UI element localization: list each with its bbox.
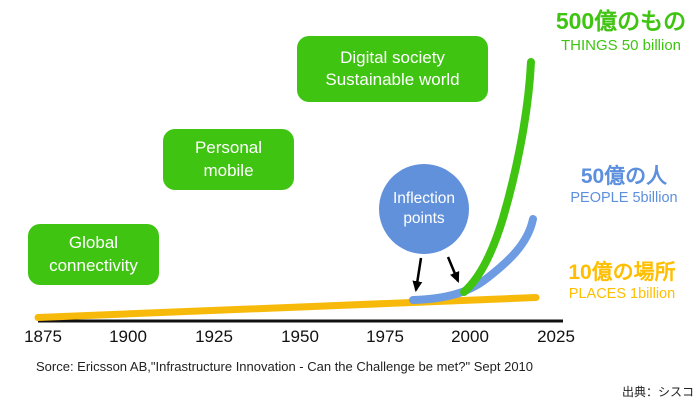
people-label-en: PEOPLE 5billion xyxy=(570,190,678,207)
series-label-things: 500億のもの THINGS 50 billion xyxy=(543,8,699,55)
source-citation: Sorce: Ericsson AB,"Infrastructure Innov… xyxy=(36,359,534,374)
places-label-jp: 10億の場所 xyxy=(568,261,676,284)
credit-cisco: 出典：シスコ xyxy=(621,385,694,399)
stage-box-digital-society: Digital society Sustainable world xyxy=(297,36,488,102)
axis-tick-1975: 1975 xyxy=(366,327,404,346)
axis-tick-1900: 1900 xyxy=(109,327,147,346)
people-label-jp: 50億の人 xyxy=(580,165,668,188)
stage-box-personal-line1: Personal xyxy=(194,138,263,158)
stage-box-personal-line2: mobile xyxy=(203,160,254,180)
inflection-arrow-right xyxy=(446,256,460,284)
axis-tick-2025: 2025 xyxy=(537,327,575,346)
people-curve xyxy=(409,215,537,304)
things-curve xyxy=(460,58,535,296)
things-label-en: THINGS 50 billion xyxy=(560,36,682,54)
axis-tick-1950: 1950 xyxy=(281,327,319,346)
axis-tick-1925: 1925 xyxy=(195,327,233,346)
things-label-jp: 500億のもの xyxy=(555,8,687,34)
inflection-line1: Inflection xyxy=(392,189,456,207)
series-label-places: 10億の場所 PLACES 1billion xyxy=(546,260,698,304)
stage-box-global-connectivity: Global connectivity xyxy=(28,224,159,285)
stage-box-digital-line1: Digital society xyxy=(340,47,445,67)
stage-box-global-line2: connectivity xyxy=(49,255,138,275)
stage-box-digital-line2: Sustainable world xyxy=(325,70,460,89)
axis-tick-1875: 1875 xyxy=(24,327,62,346)
inflection-arrow-left xyxy=(412,257,423,293)
stage-box-personal-mobile: Personal mobile xyxy=(163,129,294,190)
inflection-line2: points xyxy=(403,210,445,227)
stage-box-global-line1: Global xyxy=(68,233,119,253)
places-label-en: PLACES 1billion xyxy=(568,286,676,303)
axis-tick-2000: 2000 xyxy=(451,327,489,346)
inflection-points-callout: Inflection points xyxy=(379,164,469,254)
places-line xyxy=(34,294,540,321)
series-label-people: 50億の人 PEOPLE 5billion xyxy=(549,164,699,208)
